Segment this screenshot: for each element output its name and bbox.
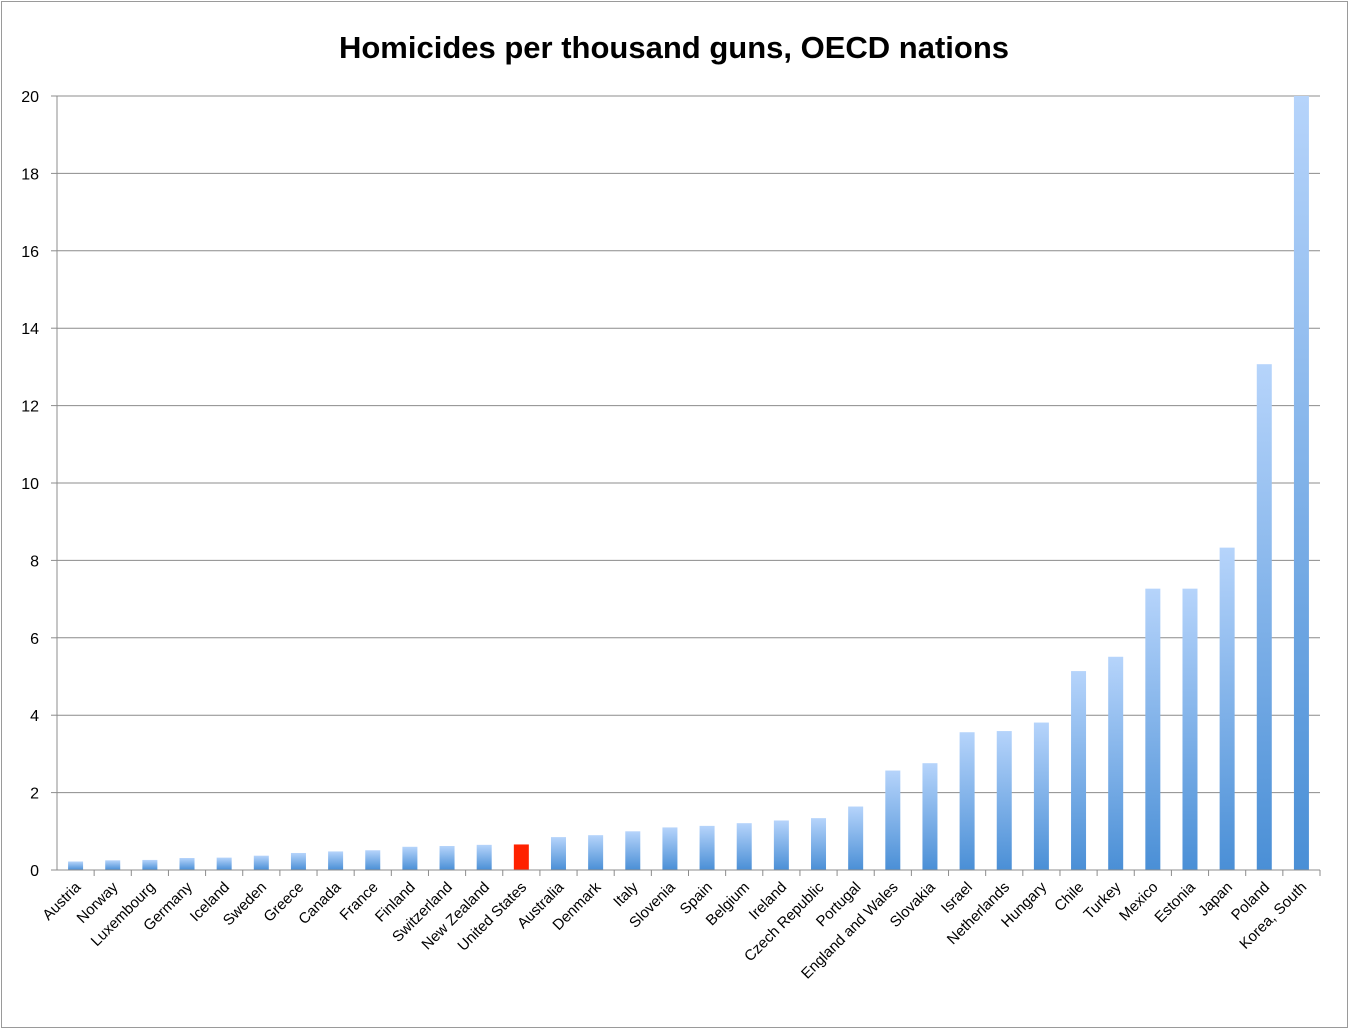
bar-united-states: [513, 844, 529, 870]
y-tick-label: 12: [21, 399, 39, 416]
bar-turkey: [1108, 656, 1124, 870]
y-tick-label: 0: [30, 863, 39, 880]
bar-portugal: [848, 806, 864, 870]
bar-poland: [1256, 364, 1272, 870]
x-tick-label: Turkey: [1080, 878, 1124, 922]
bars: [68, 96, 1309, 870]
gridlines: [57, 95, 1320, 794]
y-tick-label: 18: [21, 166, 39, 183]
y-tick-label: 20: [21, 89, 39, 106]
bar-luxembourg: [142, 859, 158, 870]
bar-japan: [1219, 547, 1235, 870]
bar-australia: [550, 837, 566, 870]
y-tick-label: 4: [30, 708, 39, 725]
bar-chile: [1071, 671, 1087, 870]
bar-sweden: [253, 855, 269, 870]
bar-spain: [699, 825, 715, 870]
bar-iceland: [216, 857, 232, 870]
x-tick-label: Estonia: [1151, 878, 1199, 926]
bar-hungary: [1033, 722, 1049, 870]
bar-canada: [328, 851, 344, 870]
bar-slovakia: [922, 763, 938, 870]
bar-mexico: [1145, 588, 1161, 870]
bar-germany: [179, 858, 195, 870]
bar-estonia: [1182, 588, 1198, 870]
bar-korea-south: [1293, 96, 1309, 870]
bar-austria: [68, 861, 84, 870]
y-tick-label: 8: [30, 553, 39, 570]
bar-new-zealand: [476, 844, 492, 870]
bar-czech-republic: [811, 818, 827, 870]
bar-norway: [105, 860, 121, 870]
y-tick-label: 16: [21, 244, 39, 261]
bar-israel: [959, 732, 975, 870]
y-tick-label: 14: [21, 321, 39, 338]
bar-italy: [625, 831, 641, 870]
bar-belgium: [736, 823, 752, 870]
x-tick-labels: AustriaNorwayLuxembourgGermanyIcelandSwe…: [39, 870, 1321, 982]
bar-switzerland: [439, 846, 455, 870]
y-tick-label: 6: [30, 631, 39, 648]
x-tick-label: Italy: [610, 878, 642, 910]
bar-slovenia: [662, 827, 678, 870]
bar-finland: [402, 846, 418, 870]
y-tick-labels: 0 2 4 6 8 10 12 14 16 18 20: [21, 89, 57, 880]
bar-denmark: [588, 835, 604, 870]
chart-title: Homicides per thousand guns, OECD nation…: [339, 30, 1009, 65]
bar-england-and-wales: [885, 770, 901, 870]
bar-netherlands: [996, 731, 1012, 870]
bar-greece: [290, 852, 306, 870]
bar-ireland: [773, 820, 789, 870]
y-tick-label: 10: [21, 476, 39, 493]
x-tick-label: Canada: [295, 878, 345, 928]
bar-france: [365, 850, 381, 870]
y-tick-label: 2: [30, 786, 39, 803]
